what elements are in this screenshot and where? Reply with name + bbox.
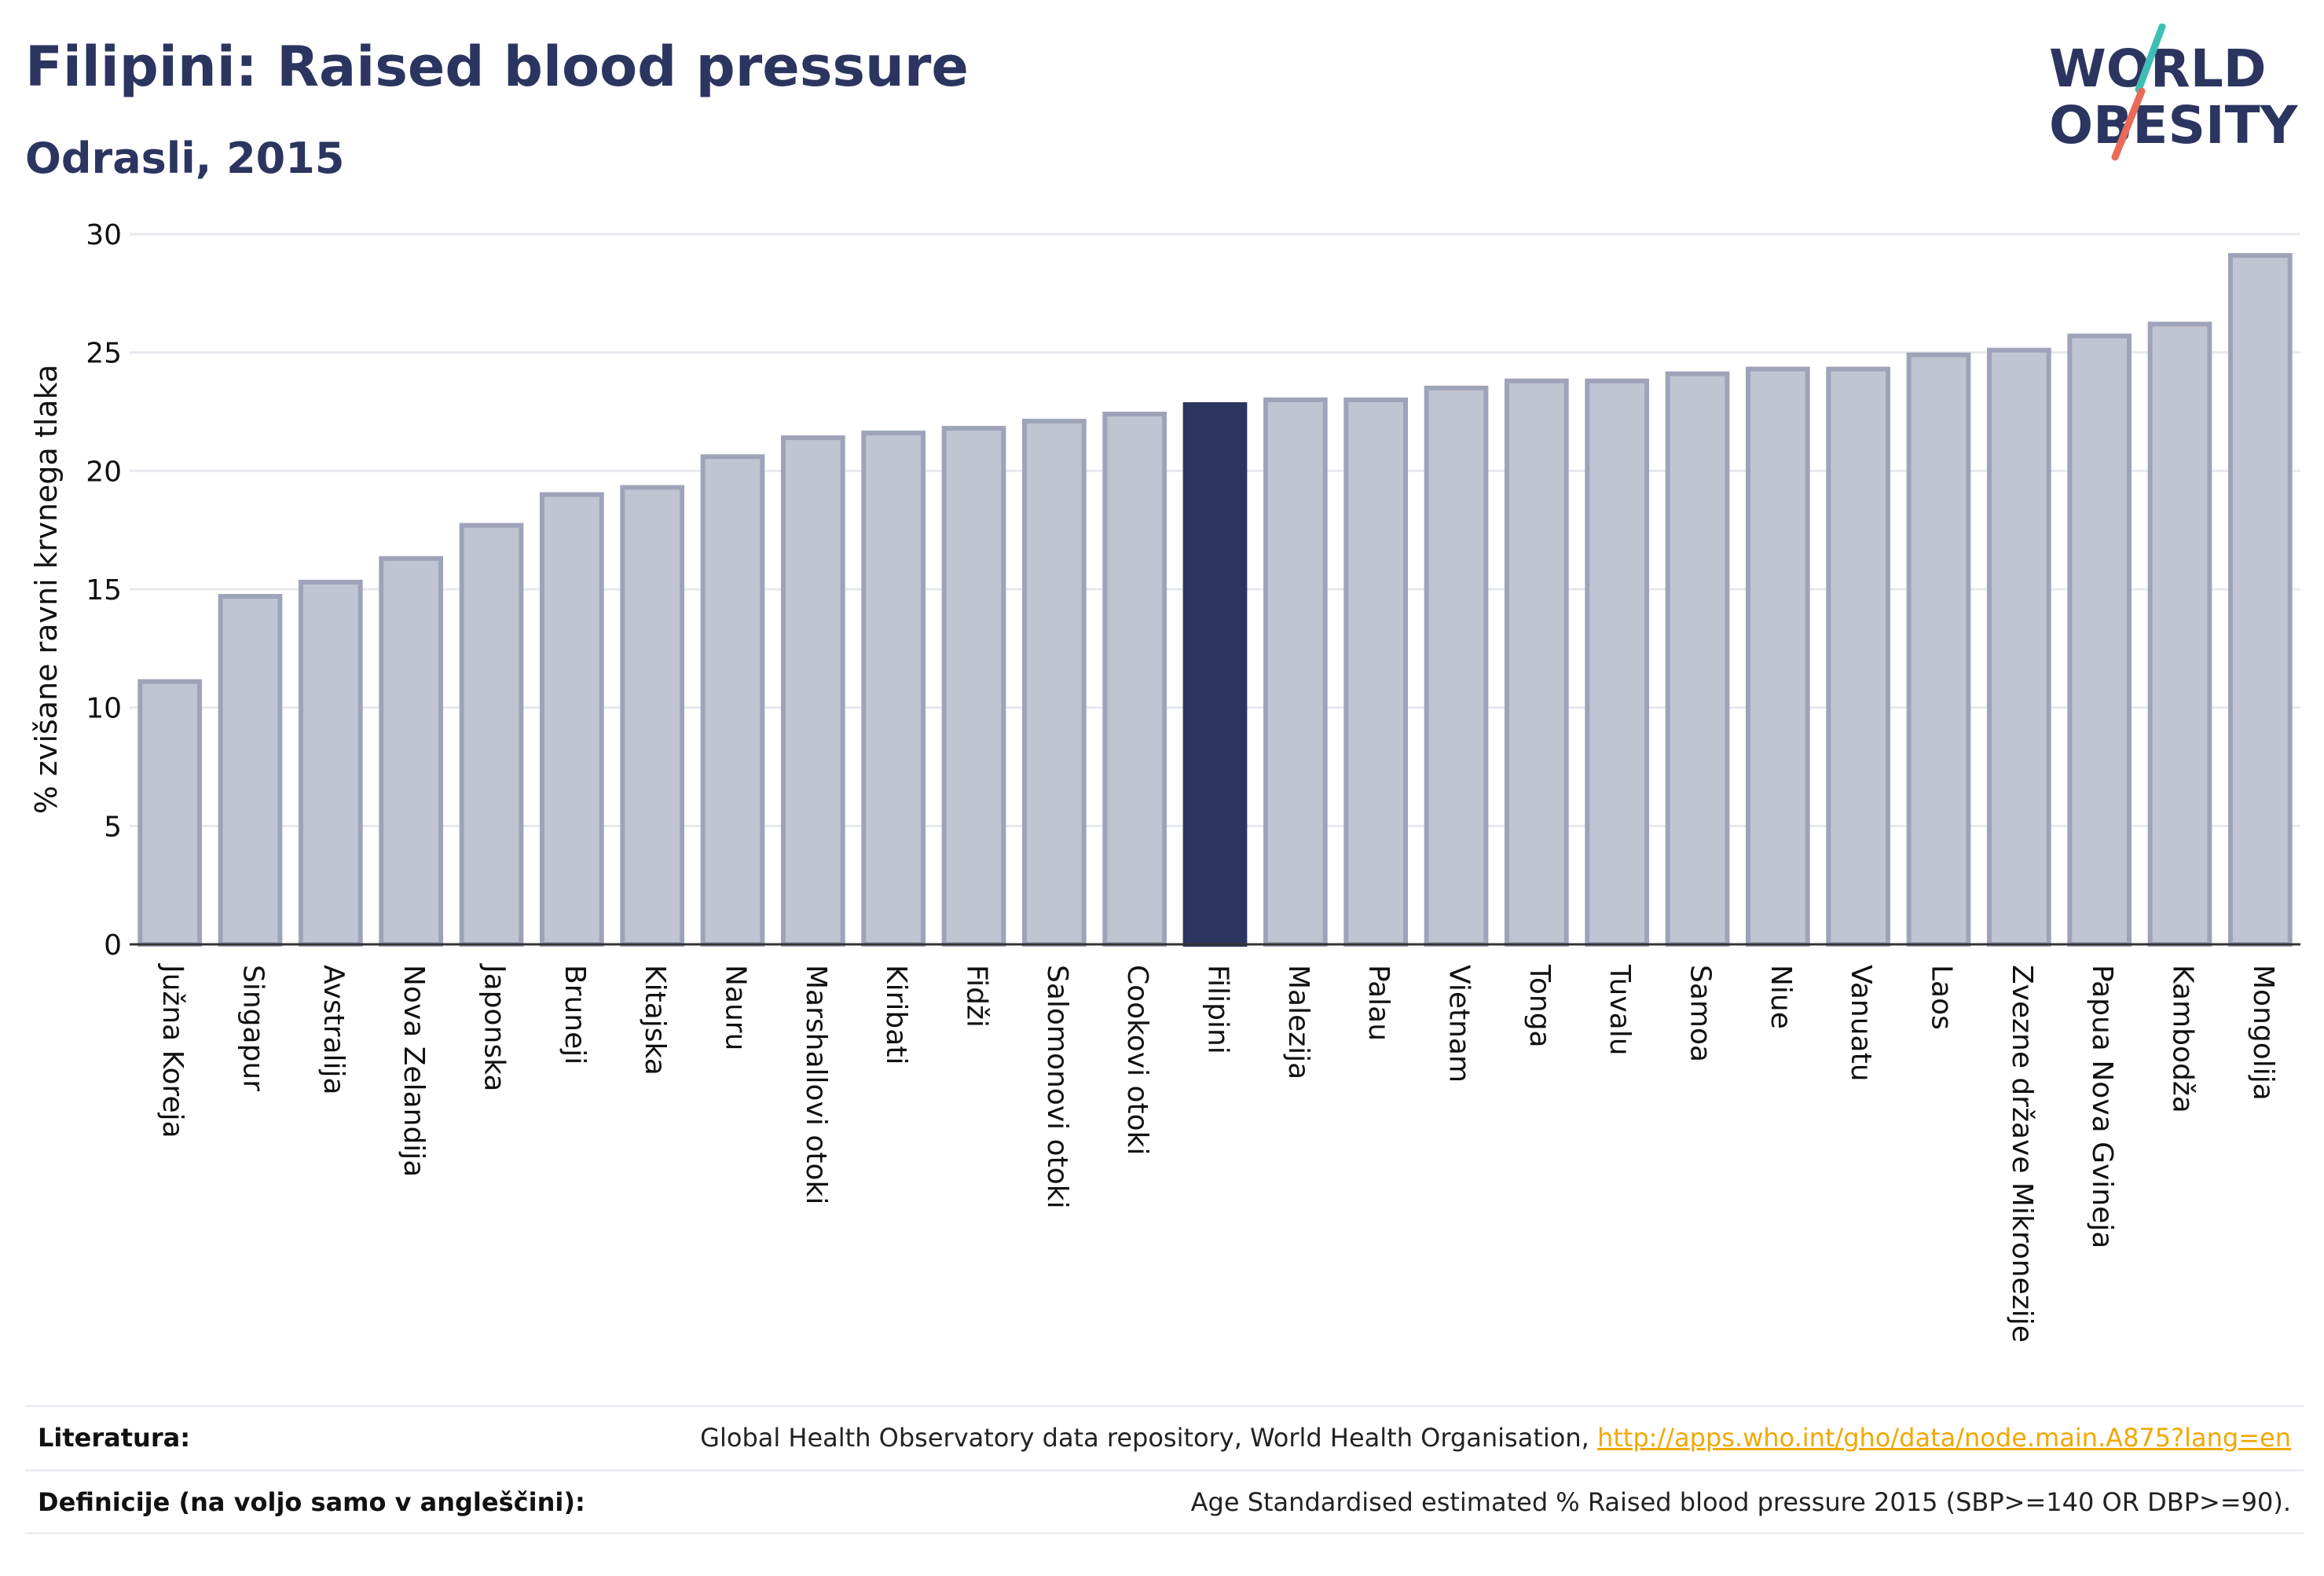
bar: [459, 522, 524, 947]
bar: [1102, 412, 1167, 947]
footer-definitions-row: Definicije (na voljo samo v angleščini):…: [25, 1469, 2304, 1536]
bar: [1986, 347, 2051, 947]
x-tick-label: Marshallovi otoki: [800, 965, 832, 1204]
x-tick-label: Nauru: [720, 965, 752, 1050]
x-tick-label: Filipini: [1202, 965, 1234, 1054]
y-tick-label: 30: [86, 219, 122, 251]
sources-value: Global Health Observatory data repositor…: [700, 1423, 2291, 1453]
sources-link[interactable]: http://apps.who.int/gho/data/node.main.A…: [1596, 1423, 2291, 1453]
x-tick-label: Malezija: [1282, 965, 1314, 1079]
x-tick-label: Tonga: [1523, 964, 1556, 1048]
y-tick-label: 5: [104, 811, 122, 843]
x-tick-label: Cookovi otoki: [1121, 965, 1153, 1156]
x-tick-label: Japonska: [478, 963, 511, 1091]
x-tick-label: Samoa: [1684, 965, 1717, 1062]
x-tick-label: Vanuatu: [1845, 965, 1877, 1082]
definitions-label: Definicije (na voljo samo v angleščini):: [38, 1487, 585, 1517]
x-tick-label: Nova Zelandija: [398, 965, 430, 1177]
definitions-text: Age Standardised estimated % Raised bloo…: [1190, 1487, 2291, 1517]
y-tick-label: 25: [86, 338, 122, 370]
bar: [2067, 333, 2132, 947]
bar: [539, 492, 604, 947]
x-tick-label: Avstralija: [317, 965, 350, 1095]
bar: [620, 485, 685, 947]
bar: [1263, 397, 1328, 947]
x-tick-label: Mongolija: [2247, 965, 2279, 1101]
bar: [298, 579, 363, 947]
bar: [137, 679, 203, 947]
x-tick-label: Kitajska: [639, 965, 671, 1076]
x-tick-label: Fidži: [961, 965, 993, 1028]
y-tick-label: 10: [86, 693, 122, 725]
x-tick-label: Salomonovi otoki: [1041, 965, 1073, 1209]
bar: [1665, 371, 1730, 947]
bar: [861, 431, 926, 947]
bar: [1504, 378, 1569, 947]
x-tick-label: Zvezne države Mikronezije: [2006, 965, 2038, 1343]
sources-text: Global Health Observatory data repositor…: [700, 1423, 1597, 1453]
bar: [780, 435, 845, 947]
bar: [2147, 321, 2212, 947]
x-tick-label: Singapur: [237, 965, 269, 1091]
bar: [700, 454, 765, 947]
world-obesity-logo: WORLD OBESITY: [2049, 24, 2299, 161]
logo-word-obesity: OBESITY: [2049, 95, 2299, 156]
y-tick-label: 15: [86, 574, 122, 607]
chart-subtitle: Odrasli, 2015: [25, 134, 345, 183]
bar: [1826, 366, 1891, 947]
bars: [137, 253, 2293, 947]
x-tick-label: Papua Nova Gvineja: [2086, 965, 2118, 1248]
footer-sources-row: Literatura: Global Health Observatory da…: [25, 1405, 2304, 1472]
y-tick-label: 20: [86, 456, 122, 488]
logo-slash-teal: [2135, 24, 2166, 93]
bar: [1585, 378, 1650, 947]
x-tick-label: Tuvalu: [1604, 964, 1636, 1056]
chart-title: Filipini: Raised blood pressure: [25, 35, 969, 99]
bar: [1021, 419, 1087, 947]
x-tick-label: Južna Koreja: [156, 963, 189, 1138]
bar-chart: 0 5 10 15 20 25 30 Južna Koreja Singapur Avstral…: [29, 219, 2300, 1343]
bar-highlight: [1182, 401, 1248, 947]
bar: [2227, 253, 2293, 947]
y-tick-label: 0: [104, 929, 122, 962]
footer-divider: [25, 1532, 2304, 1534]
x-tick-label: Brunejі: [559, 965, 591, 1065]
x-tick-label: Kambodža: [2167, 965, 2199, 1113]
bar: [1745, 366, 1810, 947]
bar: [1906, 352, 1971, 947]
x-tick-label: Laos: [1926, 965, 1958, 1030]
x-axis-labels: Južna Koreja Singapur Avstralija Nova Zelan…: [156, 963, 2279, 1343]
bar: [941, 426, 1006, 947]
y-axis-ticks: 0 5 10 15 20 25 30: [86, 219, 122, 962]
y-axis-title: % zvišane ravni krvnega tlaka: [29, 365, 64, 814]
bar: [218, 594, 283, 947]
x-tick-label: Niue: [1765, 965, 1797, 1029]
logo-slash-coral: [2111, 87, 2146, 161]
x-tick-label: Palau: [1362, 965, 1395, 1041]
x-tick-label: Vietnam: [1443, 965, 1475, 1083]
bar: [1343, 397, 1409, 947]
sources-label: Literatura:: [38, 1423, 190, 1453]
bar: [379, 555, 444, 947]
x-tick-label: Kiribati: [880, 965, 912, 1065]
bar: [1424, 385, 1489, 947]
